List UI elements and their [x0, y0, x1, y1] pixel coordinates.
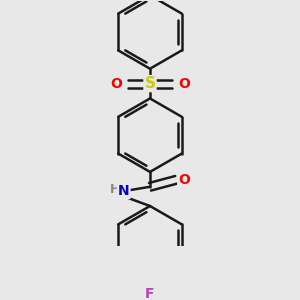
Text: O: O [178, 76, 190, 91]
Text: H: H [110, 183, 120, 196]
Text: F: F [145, 287, 155, 300]
Text: O: O [110, 76, 122, 91]
Text: S: S [145, 76, 155, 91]
Text: O: O [178, 173, 190, 187]
Text: N: N [118, 184, 130, 198]
